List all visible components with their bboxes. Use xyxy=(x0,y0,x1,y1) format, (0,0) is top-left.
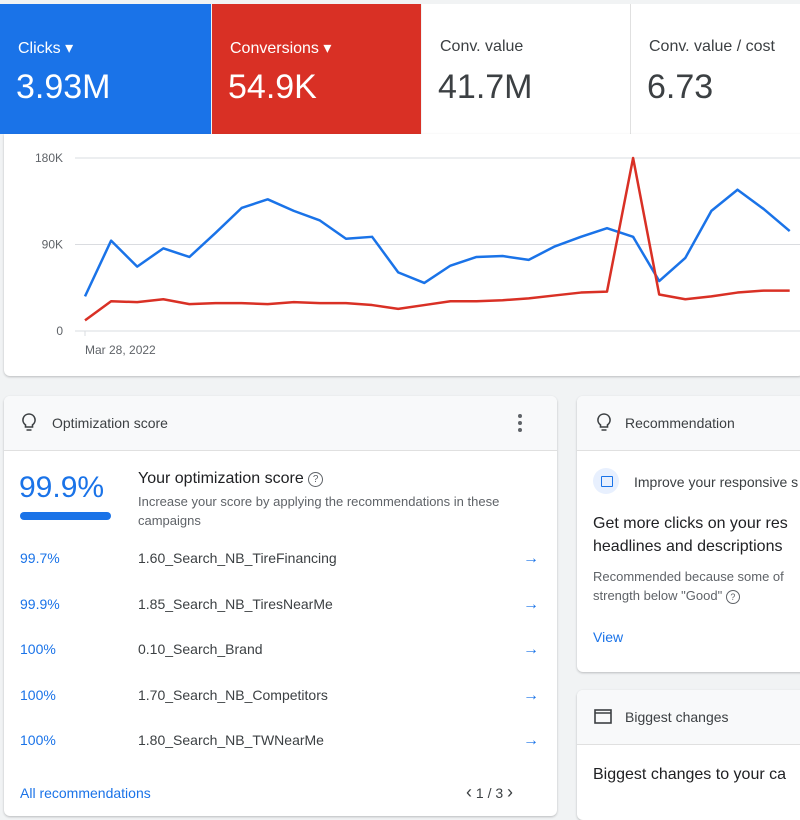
card-header: Recommendation xyxy=(577,396,800,451)
metric-label: Conversions ▾ xyxy=(230,40,332,57)
optimization-card: Optimization score 99.9% Your optimizati… xyxy=(4,396,557,816)
row-arrow[interactable]: → xyxy=(523,550,539,567)
metric-label: Clicks ▾ xyxy=(18,40,74,57)
campaign-row[interactable]: 100% 1.70_Search_NB_Competitors → xyxy=(4,687,557,707)
score-value: 99.9% xyxy=(19,471,105,504)
metric-label: Conv. value / cost xyxy=(649,38,775,55)
metric-value: 54.9K xyxy=(228,68,317,106)
changes-icon xyxy=(594,709,612,724)
bulb-icon xyxy=(597,413,611,431)
row-arrow[interactable]: → xyxy=(523,641,539,658)
campaign-name: 1.85_Search_NB_TiresNearMe xyxy=(138,595,333,612)
series-line xyxy=(84,156,790,322)
campaign-name: 1.80_Search_NB_TWNearMe xyxy=(138,732,324,748)
card-header: Optimization score xyxy=(4,396,557,451)
recommendation-reason: Recommended because some of xyxy=(593,569,784,584)
row-arrow[interactable]: → xyxy=(523,686,539,704)
all-recommendations-link[interactable]: All recommendations xyxy=(20,785,151,801)
recommendation-reason: strength below "Good" xyxy=(593,588,723,603)
biggest-changes-heading: Biggest changes to your ca xyxy=(593,766,787,783)
card-header: Biggest changes xyxy=(577,690,800,745)
view-link[interactable]: View xyxy=(593,629,624,645)
campaign-name: 1.60_Search_NB_TireFinancing xyxy=(138,550,337,566)
metric-label: Conv. value xyxy=(440,38,524,55)
campaign-row[interactable]: 99.7% 1.60_Search_NB_TireFinancing → xyxy=(4,550,557,570)
page: Dashboard {"metrics": [ {"label": "Click… xyxy=(0,4,800,820)
metric-value: 3.93M xyxy=(16,68,111,106)
recommendation-headline: headlines and descriptions xyxy=(593,538,783,555)
row-arrow[interactable]: → xyxy=(523,732,539,749)
recommendation-headline: Get more clicks on your res xyxy=(593,515,788,532)
bulb-icon xyxy=(22,413,36,431)
biggest-changes-card: Biggest changes Biggest changes to your … xyxy=(577,690,800,820)
item-icon xyxy=(593,468,619,494)
score-heading: Your optimization score ? xyxy=(138,470,324,488)
recommendation-card: Recommendation Improve your responsive s… xyxy=(577,396,800,672)
metric-value: 41.7M xyxy=(438,68,533,106)
score-bar xyxy=(20,512,111,520)
y-tick-label: 90K xyxy=(42,238,63,252)
y-tick-label: 180K xyxy=(35,151,63,165)
score-description: Increase your score by applying the reco… xyxy=(138,494,500,528)
metric-label-text: Clicks xyxy=(18,40,61,57)
recommendation-reason-line: strength below "Good" ? xyxy=(593,588,740,604)
chart: 0 90K 180K Mar 28, 2022 xyxy=(35,151,800,357)
body: Clicks ▾ 3.93M Conversions ▾ 54.9K Conv.… xyxy=(0,4,800,820)
x-axis-label: Mar 28, 2022 xyxy=(85,343,156,357)
campaign-score: 100% xyxy=(20,686,56,703)
card-title: Recommendation xyxy=(625,415,735,431)
next-page[interactable]: › xyxy=(507,782,514,802)
recommendation-item: Improve your responsive s xyxy=(634,474,799,490)
metric-tile[interactable]: Conv. value / cost 6.73 xyxy=(631,4,800,134)
row-arrow[interactable]: → xyxy=(523,595,539,613)
campaign-row[interactable]: 99.9% 1.85_Search_NB_TiresNearMe → xyxy=(4,596,557,616)
metric-value: 6.73 xyxy=(647,68,714,106)
item-icon-glyph xyxy=(601,476,613,487)
help-icon[interactable]: ? xyxy=(725,590,740,604)
campaign-name: 0.10_Search_Brand xyxy=(138,641,263,657)
metric-tile[interactable]: Clicks ▾ 3.93M xyxy=(0,4,211,134)
card-title: Biggest changes xyxy=(625,709,729,725)
help-icon[interactable]: ? xyxy=(308,472,324,487)
score-heading-text: Your optimization score xyxy=(138,470,304,487)
series-line xyxy=(83,188,791,297)
prev-page[interactable]: ‹ xyxy=(466,782,472,802)
campaign-score: 99.9% xyxy=(20,595,60,612)
chart-card: 0 90K 180K Mar 28, 2022 xyxy=(4,134,800,376)
y-tick-label: 0 xyxy=(56,324,63,338)
campaign-row[interactable]: 100% 1.80_Search_NB_TWNearMe → xyxy=(4,732,557,752)
page-indicator: 1 / 3 xyxy=(475,785,504,801)
more-icon[interactable] xyxy=(516,413,524,433)
campaign-name: 1.70_Search_NB_Competitors xyxy=(138,686,328,703)
metric-tile[interactable]: Conversions ▾ 54.9K xyxy=(212,4,421,134)
campaign-row[interactable]: 100% 0.10_Search_Brand → xyxy=(4,641,557,661)
campaign-score: 99.7% xyxy=(20,550,60,566)
metric-tile[interactable]: Conv. value 41.7M xyxy=(422,4,631,134)
metric-label-text: Conversions xyxy=(230,40,319,57)
campaign-score: 100% xyxy=(20,641,56,657)
card-title: Optimization score xyxy=(52,415,168,431)
pagination: ‹ 1 / 3 › xyxy=(466,782,513,803)
campaign-score: 100% xyxy=(20,732,56,748)
